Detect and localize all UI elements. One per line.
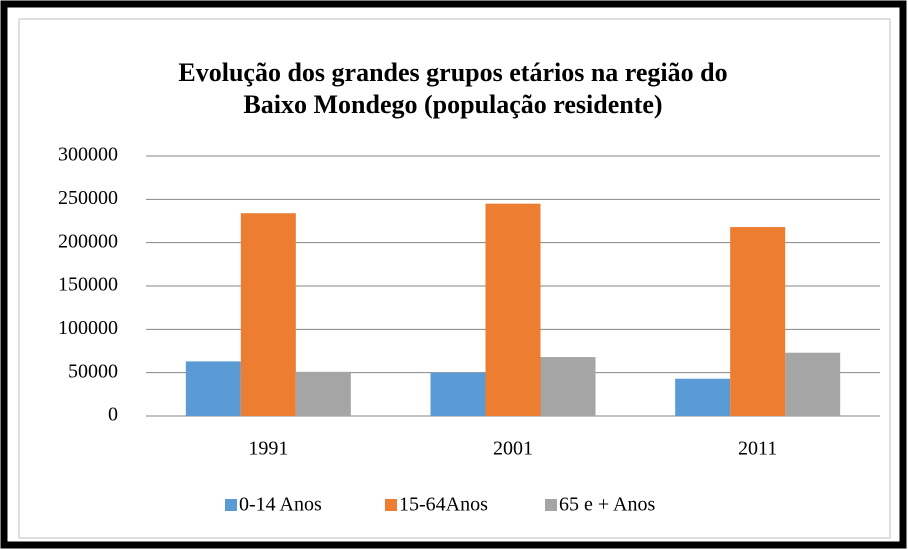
- bar: [785, 352, 841, 416]
- legend-label: 0-14 Anos: [239, 494, 322, 516]
- chart-title: Baixo Mondego (população residente): [243, 90, 662, 119]
- bar: [185, 361, 241, 416]
- bar: [485, 203, 541, 416]
- x-tick-label: 2011: [738, 438, 777, 460]
- y-tick-label: 50000: [68, 360, 118, 382]
- y-tick-label: 200000: [58, 230, 118, 252]
- y-tick-label: 300000: [58, 144, 118, 166]
- bar: [730, 227, 786, 416]
- legend-swatch: [225, 499, 237, 511]
- bar: [675, 378, 731, 416]
- legend-swatch: [545, 499, 557, 511]
- x-tick-label: 2001: [493, 438, 533, 460]
- y-tick-label: 100000: [58, 317, 118, 339]
- bar: [430, 372, 486, 416]
- bar: [540, 357, 596, 416]
- legend-label: 15-64Anos: [399, 494, 488, 516]
- y-tick-label: 250000: [58, 187, 118, 209]
- bar: [295, 371, 351, 416]
- legend-swatch: [385, 499, 397, 511]
- bar: [240, 213, 296, 416]
- chart-title: Evolução dos grandes grupos etários na r…: [178, 58, 727, 87]
- y-tick-label: 0: [108, 404, 118, 426]
- legend-label: 65 e + Anos: [559, 494, 655, 516]
- x-tick-label: 1991: [248, 438, 288, 460]
- y-tick-label: 150000: [58, 274, 118, 296]
